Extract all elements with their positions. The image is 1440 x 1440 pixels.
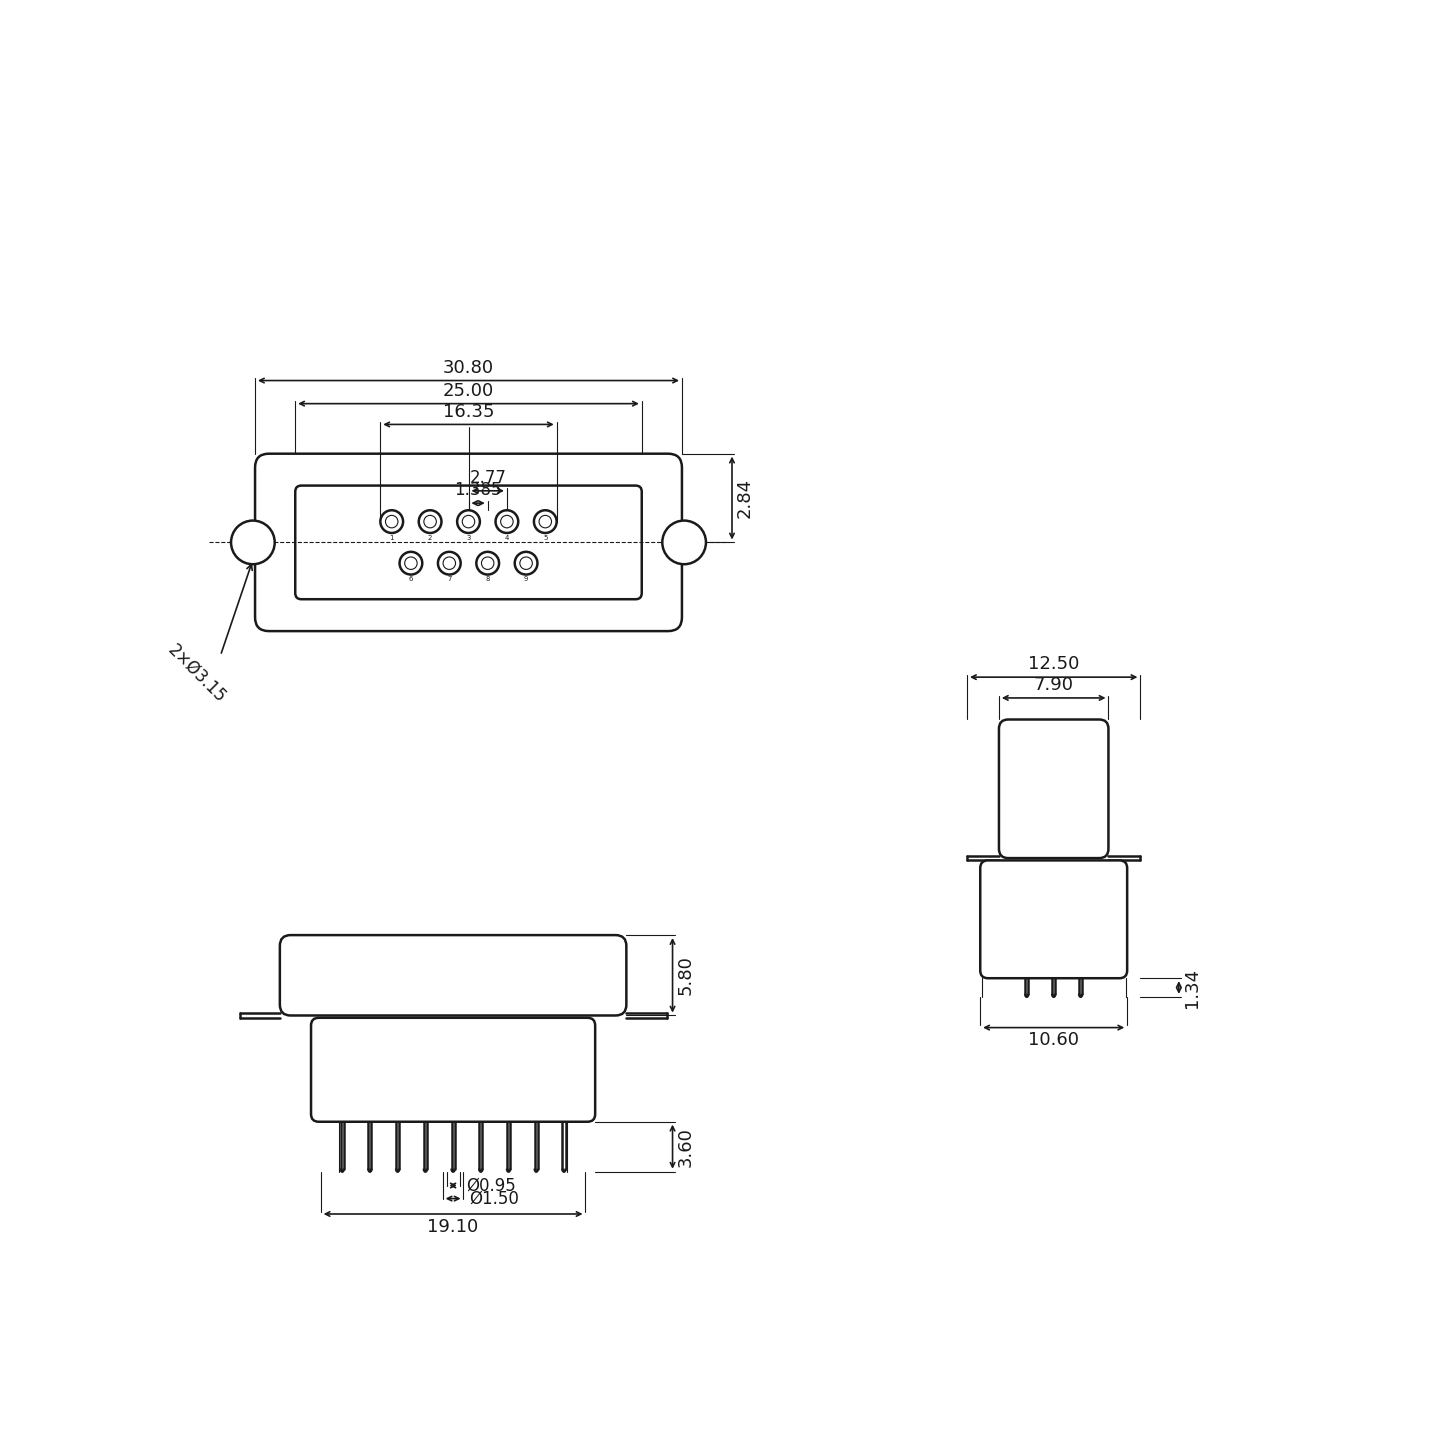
Circle shape [534,510,557,533]
Circle shape [481,557,494,569]
FancyBboxPatch shape [311,1018,595,1122]
Circle shape [520,557,533,569]
Text: 3: 3 [467,534,471,540]
Circle shape [419,510,442,533]
Circle shape [380,510,403,533]
Text: 9: 9 [524,576,528,582]
FancyBboxPatch shape [999,720,1109,858]
Circle shape [456,510,480,533]
Text: 30.80: 30.80 [444,359,494,377]
FancyBboxPatch shape [279,935,626,1015]
Text: 5: 5 [543,534,547,540]
Circle shape [423,516,436,528]
Circle shape [514,552,537,575]
Text: 8: 8 [485,576,490,582]
Text: 1.34: 1.34 [1182,968,1201,1008]
Text: Ø0.95: Ø0.95 [467,1176,516,1195]
Circle shape [386,516,397,528]
Text: Ø1.50: Ø1.50 [469,1189,520,1208]
Text: 2.77: 2.77 [469,469,505,487]
Text: 1: 1 [390,534,395,540]
Text: 2.84: 2.84 [736,478,755,518]
Circle shape [230,521,275,564]
Text: 2×Ø3.15: 2×Ø3.15 [164,641,230,706]
Text: 19.10: 19.10 [428,1218,478,1236]
Circle shape [501,516,513,528]
Circle shape [405,557,418,569]
Text: 10.60: 10.60 [1028,1031,1079,1050]
Circle shape [462,516,475,528]
Text: 7.90: 7.90 [1034,677,1074,694]
Circle shape [662,521,706,564]
Circle shape [495,510,518,533]
Circle shape [399,552,422,575]
Text: 3.60: 3.60 [677,1126,694,1166]
Text: 25.00: 25.00 [444,382,494,400]
FancyBboxPatch shape [981,861,1128,978]
Circle shape [477,552,500,575]
Text: 1.385: 1.385 [455,481,503,500]
Text: 6: 6 [409,576,413,582]
Text: 2: 2 [428,534,432,540]
Text: 16.35: 16.35 [442,403,494,420]
Circle shape [438,552,461,575]
FancyBboxPatch shape [295,485,642,599]
Text: 5.80: 5.80 [677,955,694,995]
Text: 7: 7 [446,576,452,582]
Text: 4: 4 [504,534,510,540]
Circle shape [539,516,552,528]
Circle shape [444,557,455,569]
Text: L      t: L t [415,508,615,569]
Text: 12.50: 12.50 [1028,655,1080,674]
